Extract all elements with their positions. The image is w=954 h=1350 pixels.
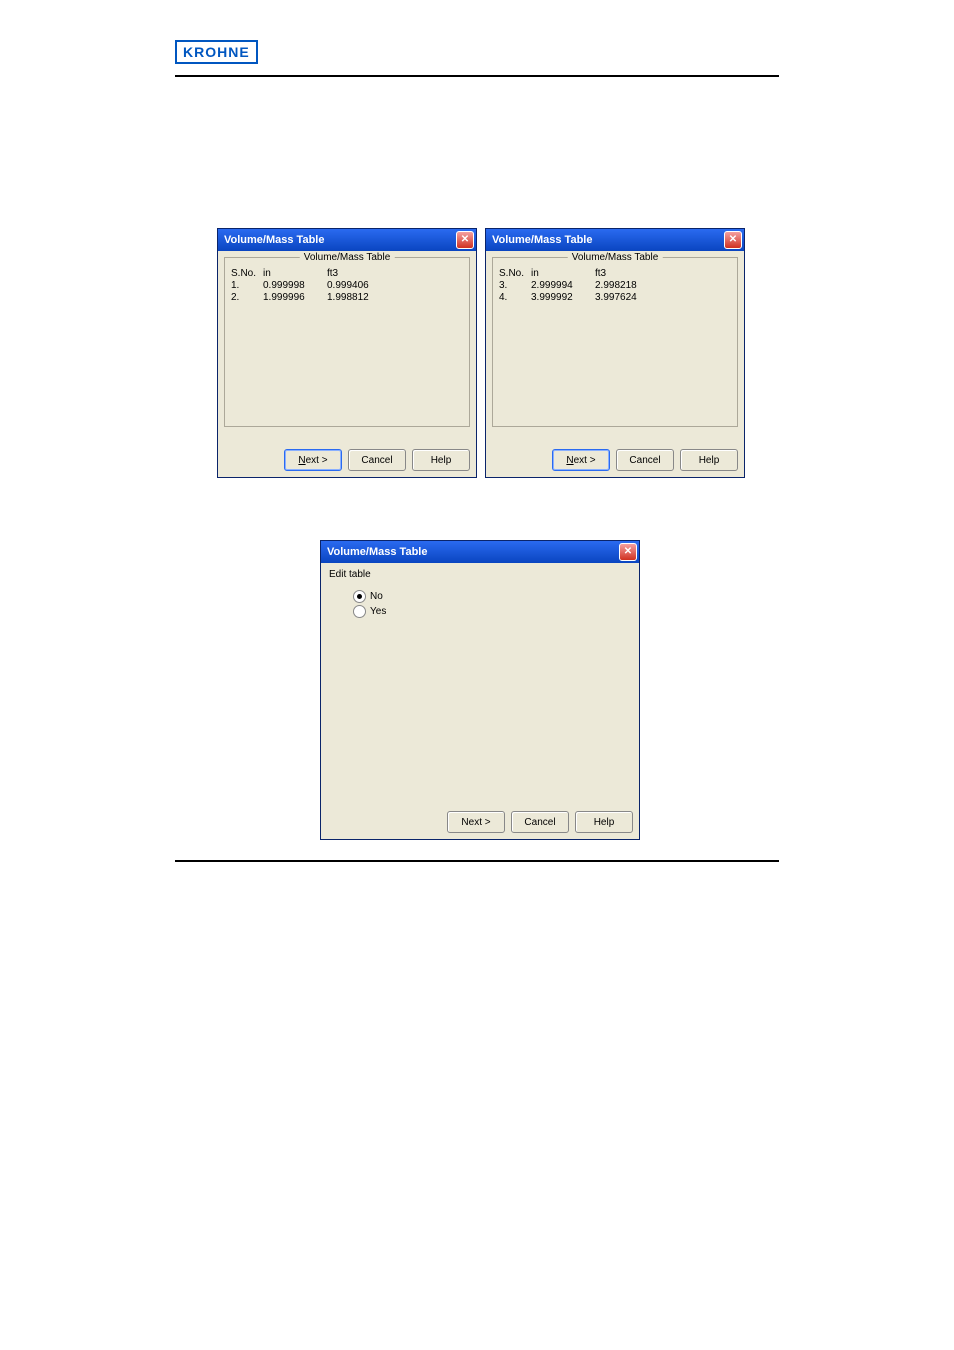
col-header-ft3: ft3 bbox=[327, 268, 387, 279]
dialog-body: Volume/Mass Table S.No. in ft3 3. 2.9999… bbox=[492, 257, 738, 445]
data-table: S.No. in ft3 1. 0.999998 0.999406 2. 1.9… bbox=[231, 268, 463, 303]
titlebar[interactable]: Volume/Mass Table ✕ bbox=[218, 229, 476, 251]
radio-label: Yes bbox=[370, 606, 386, 617]
dialog-body: Volume/Mass Table S.No. in ft3 1. 0.9999… bbox=[224, 257, 470, 445]
close-icon[interactable]: ✕ bbox=[619, 543, 637, 561]
dialog-volume-mass-table-page1: Volume/Mass Table ✕ Volume/Mass Table S.… bbox=[217, 228, 477, 478]
radio-group-edit: No Yes bbox=[329, 584, 631, 626]
button-row: Next > Cancel Help bbox=[284, 449, 470, 471]
cell-sno: 2. bbox=[231, 292, 259, 303]
groupbox-table: Volume/Mass Table S.No. in ft3 1. 0.9999… bbox=[224, 257, 470, 427]
cell-in: 0.999998 bbox=[263, 280, 323, 291]
cell-ft3: 1.998812 bbox=[327, 292, 387, 303]
col-header-ft3: ft3 bbox=[595, 268, 655, 279]
help-button[interactable]: Help bbox=[575, 811, 633, 833]
cell-in: 1.999996 bbox=[263, 292, 323, 303]
cell-in: 2.999994 bbox=[531, 280, 591, 291]
cancel-button[interactable]: Cancel bbox=[616, 449, 674, 471]
cell-sno: 4. bbox=[499, 292, 527, 303]
data-table: S.No. in ft3 3. 2.999994 2.998218 4. 3.9… bbox=[499, 268, 731, 303]
cell-ft3: 0.999406 bbox=[327, 280, 387, 291]
close-icon[interactable]: ✕ bbox=[724, 231, 742, 249]
titlebar[interactable]: Volume/Mass Table ✕ bbox=[486, 229, 744, 251]
close-icon[interactable]: ✕ bbox=[456, 231, 474, 249]
radio-option-no[interactable]: No bbox=[353, 590, 629, 603]
btn-label: ext > bbox=[574, 455, 596, 466]
divider-bottom bbox=[175, 860, 779, 862]
dialog-volume-mass-table-page2: Volume/Mass Table ✕ Volume/Mass Table S.… bbox=[485, 228, 745, 478]
groupbox-label: Volume/Mass Table bbox=[568, 252, 663, 263]
col-header-in: in bbox=[531, 268, 591, 279]
button-row: Next > Cancel Help bbox=[552, 449, 738, 471]
help-button[interactable]: Help bbox=[680, 449, 738, 471]
col-header-sno: S.No. bbox=[231, 268, 259, 279]
cell-sno: 3. bbox=[499, 280, 527, 291]
radio-icon bbox=[353, 590, 366, 603]
edit-table-label: Edit table bbox=[329, 569, 631, 580]
btn-label: ext > bbox=[306, 455, 328, 466]
help-button[interactable]: Help bbox=[412, 449, 470, 471]
title-text: Volume/Mass Table bbox=[327, 546, 619, 558]
brand-logo: KROHNE bbox=[175, 40, 258, 64]
radio-label: No bbox=[370, 591, 383, 602]
col-header-sno: S.No. bbox=[499, 268, 527, 279]
dialog-body: Edit table No Yes bbox=[329, 569, 631, 803]
cell-in: 3.999992 bbox=[531, 292, 591, 303]
groupbox-table: Volume/Mass Table S.No. in ft3 3. 2.9999… bbox=[492, 257, 738, 427]
radio-option-yes[interactable]: Yes bbox=[353, 605, 629, 618]
cell-ft3: 3.997624 bbox=[595, 292, 655, 303]
next-button[interactable]: Next > bbox=[284, 449, 342, 471]
next-button[interactable]: Next > bbox=[552, 449, 610, 471]
cancel-button[interactable]: Cancel bbox=[348, 449, 406, 471]
col-header-in: in bbox=[263, 268, 323, 279]
cell-ft3: 2.998218 bbox=[595, 280, 655, 291]
dialog-edit-table: Volume/Mass Table ✕ Edit table No Yes Ne… bbox=[320, 540, 640, 840]
title-text: Volume/Mass Table bbox=[492, 234, 724, 246]
radio-icon bbox=[353, 605, 366, 618]
cancel-button[interactable]: Cancel bbox=[511, 811, 569, 833]
titlebar[interactable]: Volume/Mass Table ✕ bbox=[321, 541, 639, 563]
next-button[interactable]: Next > bbox=[447, 811, 505, 833]
divider-top bbox=[175, 75, 779, 77]
title-text: Volume/Mass Table bbox=[224, 234, 456, 246]
groupbox-label: Volume/Mass Table bbox=[300, 252, 395, 263]
button-row: Next > Cancel Help bbox=[447, 811, 633, 833]
cell-sno: 1. bbox=[231, 280, 259, 291]
